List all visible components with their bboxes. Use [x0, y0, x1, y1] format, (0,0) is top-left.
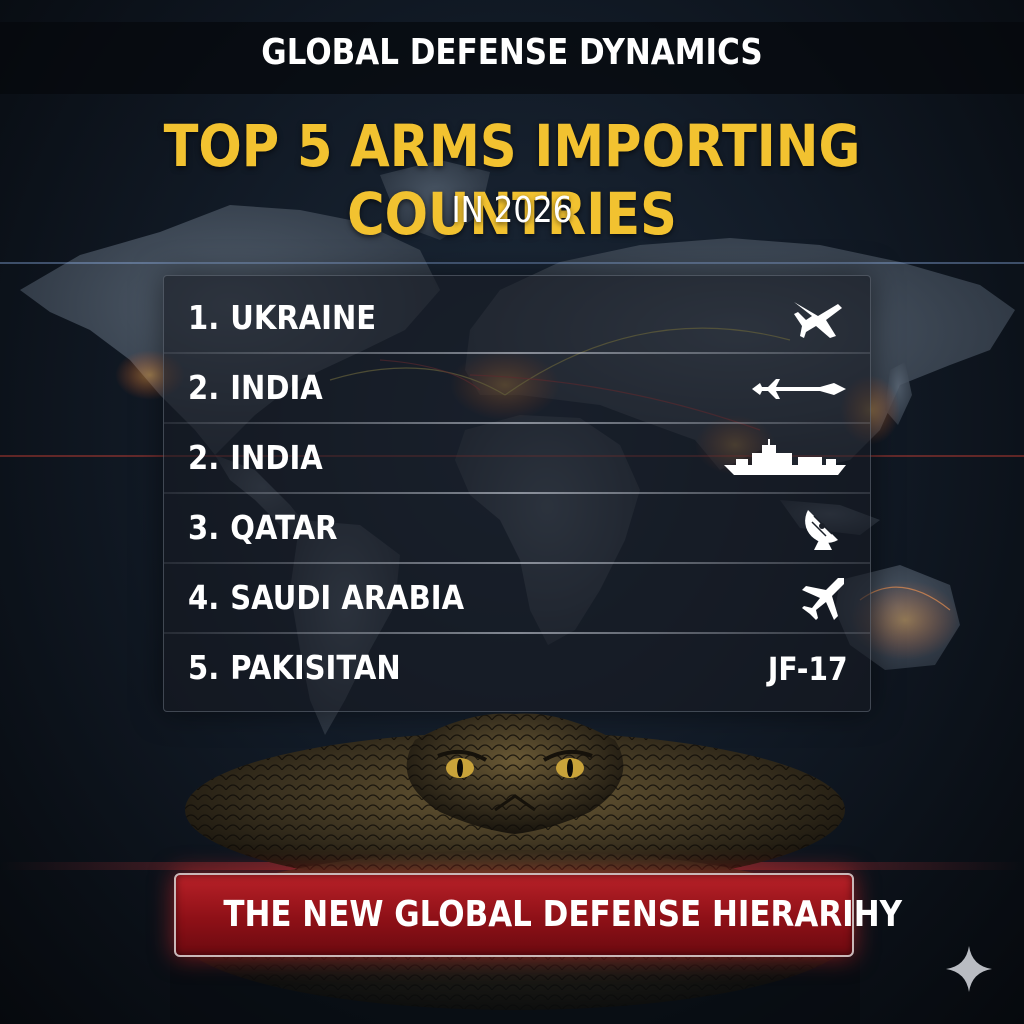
ranking-row: 5. PAKISITAN JF-17: [164, 634, 870, 704]
country-name: SAUDI ARABIA: [230, 578, 465, 617]
ranking-row-text: 3. QATAR: [188, 508, 338, 547]
ranking-row: 2. INDIA: [164, 424, 870, 494]
ranking-row-text: 2. INDIA: [188, 368, 323, 407]
ranking-row-text: 5. PAKISITAN: [188, 648, 401, 687]
rank-number: 1.: [188, 298, 220, 337]
rank-number: 5.: [188, 648, 220, 687]
radar-dish-icon: [708, 504, 848, 554]
banner-text: THE NEW GLOBAL DEFENSE HIERARIHY: [223, 894, 903, 935]
header-band: [0, 22, 1024, 94]
country-name: INDIA: [230, 368, 323, 407]
warship-icon: [708, 434, 848, 484]
country-name: QATAR: [230, 508, 338, 547]
country-name: PAKISITAN: [230, 648, 401, 687]
country-name: INDIA: [230, 438, 323, 477]
continent-greenland: [380, 160, 490, 240]
page-subtitle: IN 2026: [451, 190, 573, 231]
rank-number: 4.: [188, 578, 220, 617]
sparkle-icon: [946, 946, 992, 992]
ranking-row: 4. SAUDI ARABIA: [164, 564, 870, 634]
ranking-row: 2. INDIA: [164, 354, 870, 424]
ranking-row: 1. UKRAINE: [164, 284, 870, 354]
rank-number: 2.: [188, 438, 220, 477]
page-title: TOP 5 ARMS IMPORTING COUNTRIES: [163, 112, 861, 248]
snake-illustration: [170, 713, 860, 1024]
aircraft-model-label: JF-17: [768, 650, 848, 688]
rank-number: 3.: [188, 508, 220, 547]
ranking-panel: 1. UKRAINE 2. INDIA 2. INDIA: [163, 275, 871, 712]
jf17-label: JF-17: [708, 644, 848, 694]
ranking-row-text: 2. INDIA: [188, 438, 323, 477]
rank-number: 2.: [188, 368, 220, 407]
header-title: GLOBAL DEFENSE DYNAMICS: [261, 32, 763, 73]
aircraft-icon: [708, 574, 848, 624]
missile-icon: [708, 364, 848, 414]
fighter-jet-icon: [708, 294, 848, 344]
ranking-row-text: 1. UKRAINE: [188, 298, 376, 337]
country-name: UKRAINE: [230, 298, 377, 337]
ranking-row: 3. QATAR: [164, 494, 870, 564]
ranking-row-text: 4. SAUDI ARABIA: [188, 578, 464, 617]
bottom-banner: THE NEW GLOBAL DEFENSE HIERARIHY: [174, 873, 903, 957]
